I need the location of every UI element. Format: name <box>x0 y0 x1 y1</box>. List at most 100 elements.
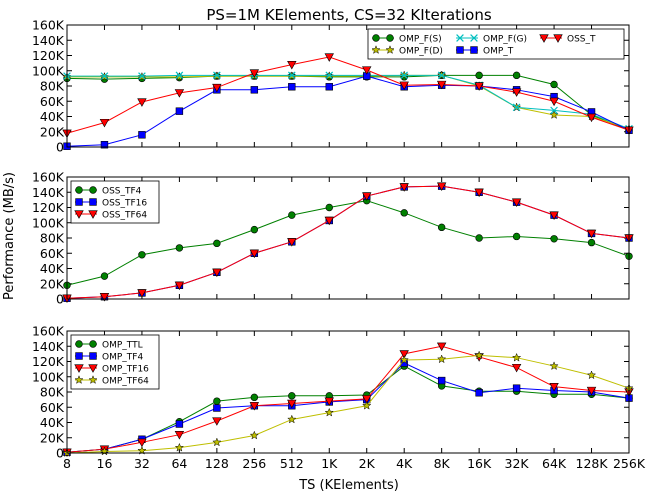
legend-marker <box>387 35 394 42</box>
y-tick-label: 0 <box>56 292 64 307</box>
legend-label: OMP_F(G) <box>483 35 527 45</box>
y-tick-label: 100K <box>32 369 65 384</box>
x-tick-label: 128 <box>205 456 229 471</box>
legend-label: OSS_TF4 <box>102 187 142 197</box>
x-tick-label: 4K <box>396 456 413 471</box>
y-tick-label: 20K <box>40 124 65 139</box>
y-tick-label: 40K <box>40 261 65 276</box>
data-point-oss-tf4 <box>401 209 408 216</box>
legend-marker <box>76 187 83 194</box>
y-tick-label: 40K <box>40 109 65 124</box>
series-line-omp-f-d <box>67 75 629 128</box>
x-tick-label: 64K <box>542 456 567 471</box>
data-point-omp-f-d <box>550 111 558 119</box>
legend-label: OMP_TF4 <box>102 353 143 363</box>
series-omp-f-d <box>63 71 633 132</box>
data-point-omp-tf64 <box>588 371 596 379</box>
data-point-oss-tf4 <box>213 240 220 247</box>
data-point-omp-f-s <box>476 72 483 79</box>
data-point-omp-f-s <box>551 81 558 88</box>
data-point-omp-ttl <box>288 392 295 399</box>
y-tick-label: 60K <box>40 400 65 415</box>
y-tick-label: 40K <box>40 415 65 430</box>
data-point-oss-tf4 <box>176 245 183 252</box>
data-point-omp-ttl <box>213 398 220 405</box>
x-axis-label: TS (KElements) <box>298 478 399 493</box>
data-point-oss-t <box>550 98 558 106</box>
data-point-omp-tf64 <box>513 353 521 361</box>
legend-marker <box>457 47 464 54</box>
series-line-omp-f-g <box>67 75 629 128</box>
data-point-omp-tf64 <box>325 408 333 416</box>
y-tick-label: 100K <box>32 215 65 230</box>
y-tick-label: 80K <box>40 385 65 400</box>
legend-label: OMP_F(S) <box>399 35 442 45</box>
data-point-omp-t <box>139 131 146 138</box>
legend-marker <box>471 47 478 54</box>
y-tick-label: 80K <box>40 231 65 246</box>
data-point-omp-tf4 <box>513 385 520 392</box>
legend-marker <box>90 353 97 360</box>
top-chart-panel: 020K40K60K80K100K120K140K160KOMP_F(S)OMP… <box>32 18 633 155</box>
data-point-oss-tf4 <box>513 233 520 240</box>
data-point-oss-tf4 <box>551 235 558 242</box>
x-tick-label: 16K <box>467 456 492 471</box>
y-tick-label: 120K <box>32 48 65 63</box>
legend-label: OSS_TF64 <box>102 211 147 221</box>
x-tick-label: 128K <box>576 456 609 471</box>
y-tick-label: 60K <box>40 246 65 261</box>
x-tick-label: 32 <box>134 456 150 471</box>
y-tick-label: 60K <box>40 94 65 109</box>
legend-marker <box>76 199 83 206</box>
data-point-omp-tf64 <box>213 438 221 446</box>
legend-marker <box>373 35 380 42</box>
x-tick-label: 256K <box>613 456 646 471</box>
legend-label: OMP_TF64 <box>102 377 149 387</box>
x-tick-label: 64 <box>171 456 187 471</box>
middle-chart-panel: 020K40K60K80K100K120K140K160KOSS_TF4OSS_… <box>32 170 633 307</box>
data-point-omp-tf4 <box>476 389 483 396</box>
legend-label: OMP_T <box>483 47 514 57</box>
data-point-omp-tf4 <box>213 405 220 412</box>
x-tick-label: 16 <box>97 456 113 471</box>
x-tick-label: 8 <box>63 456 71 471</box>
data-point-oss-tf4 <box>139 251 146 258</box>
data-point-omp-tf4 <box>438 377 445 384</box>
data-point-oss-t <box>138 99 146 107</box>
legend-label: OSS_T <box>567 35 596 45</box>
data-point-omp-tf64 <box>250 431 258 439</box>
data-point-omp-t <box>326 83 333 90</box>
legend-marker <box>76 353 83 360</box>
series-line-omp-f-s <box>67 75 629 130</box>
y-tick-label: 20K <box>40 276 65 291</box>
legend-marker <box>90 187 97 194</box>
legend-label: OMP_TTL <box>102 341 143 351</box>
series-line-omp-t <box>67 76 629 146</box>
data-point-omp-tf16 <box>512 364 520 372</box>
data-point-omp-tf64 <box>438 355 446 363</box>
y-tick-label: 140K <box>32 339 65 354</box>
legend-marker <box>76 341 83 348</box>
x-tick-label: 32K <box>505 456 530 471</box>
y-tick-label: 160K <box>32 324 65 339</box>
data-point-omp-t <box>288 83 295 90</box>
series-omp-t <box>64 73 633 150</box>
x-tick-label: 512 <box>280 456 304 471</box>
legend-label: OMP_F(D) <box>399 47 443 57</box>
data-point-omp-tf4 <box>176 421 183 428</box>
y-tick-label: 120K <box>32 354 65 369</box>
data-point-oss-tf4 <box>476 235 483 242</box>
data-point-omp-t <box>176 108 183 115</box>
legend-label: OMP_TF16 <box>102 365 149 375</box>
y-tick-label: 80K <box>40 79 65 94</box>
data-point-omp-tf64 <box>550 362 558 370</box>
x-tick-label: 2K <box>359 456 376 471</box>
data-point-omp-f-s <box>513 72 520 79</box>
data-point-omp-tf16 <box>213 418 221 426</box>
y-tick-label: 20K <box>40 430 65 445</box>
legend-marker <box>90 199 97 206</box>
data-point-oss-tf4 <box>588 239 595 246</box>
data-point-omp-ttl <box>251 394 258 401</box>
legend: OSS_TF4OSS_TF16OSS_TF64 <box>71 181 159 223</box>
